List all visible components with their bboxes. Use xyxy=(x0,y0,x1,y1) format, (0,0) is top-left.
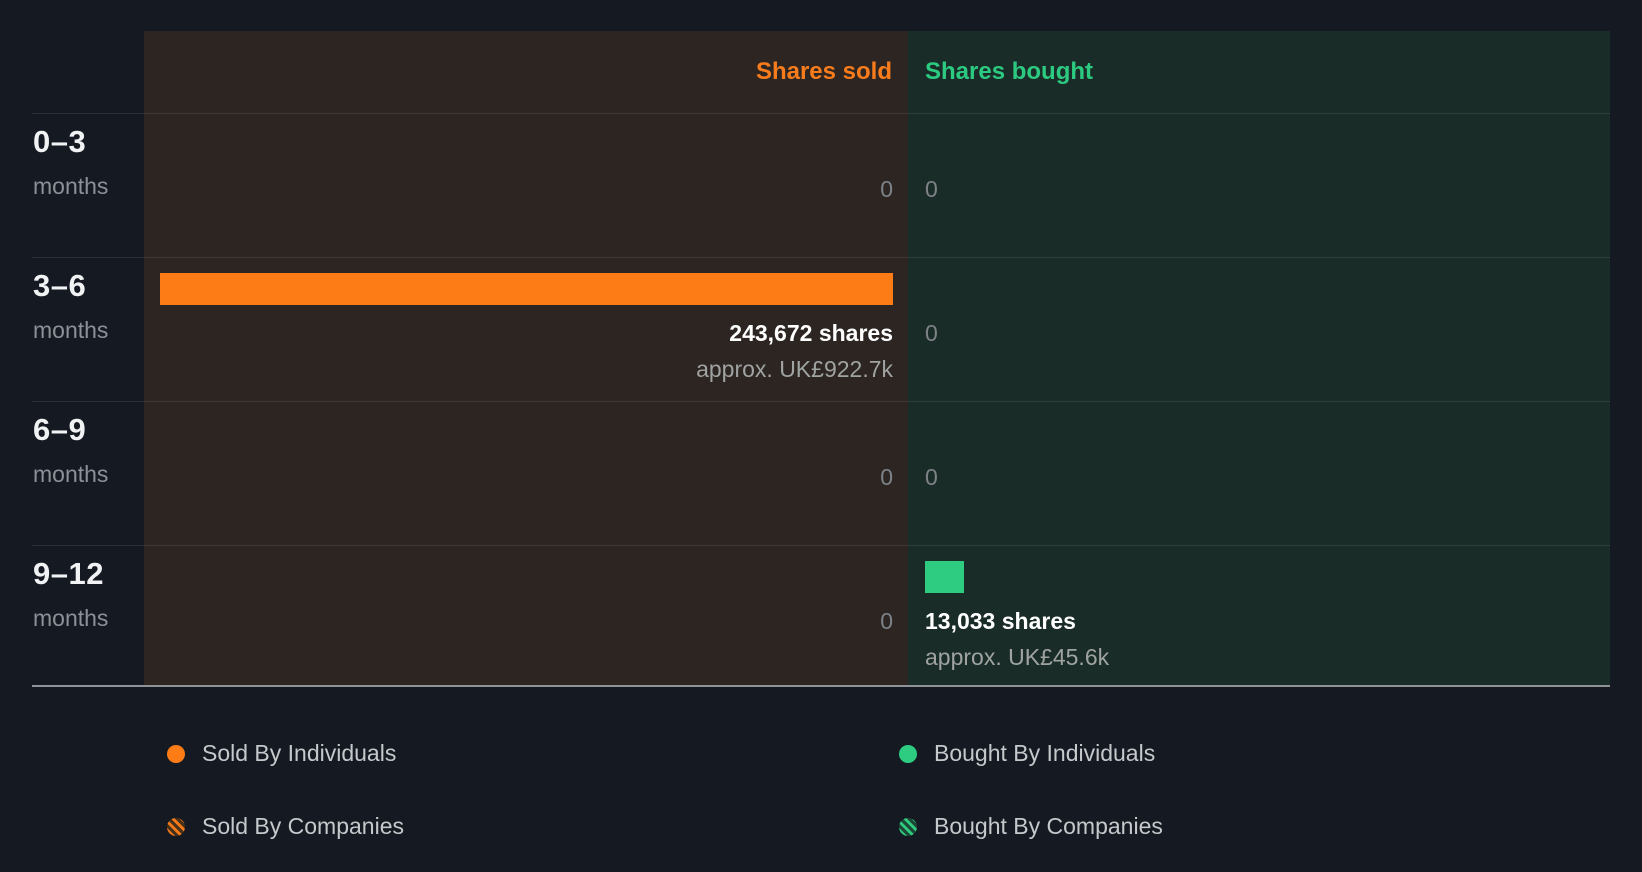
shares-sold-panel xyxy=(144,31,908,685)
sold-companies-striped-dot-icon xyxy=(167,817,185,836)
legend-bought-by-companies[interactable]: Bought By Companies xyxy=(899,813,1163,840)
period-label: 9–12 xyxy=(33,556,104,591)
row-0-3-months: 0–3 months 0 0 xyxy=(32,113,1610,257)
bought-bar[interactable] xyxy=(925,561,964,593)
legend-sold-by-individuals[interactable]: Sold By Individuals xyxy=(167,740,396,767)
bought-value: 0 xyxy=(925,176,938,202)
sold-approx-value: approx. UK£922.7k xyxy=(696,356,893,382)
bought-value: 0 xyxy=(925,464,938,490)
period-unit: months xyxy=(33,317,109,343)
sold-value: 0 xyxy=(880,464,893,490)
legend-sold-by-companies[interactable]: Sold By Companies xyxy=(167,813,404,840)
sold-bar[interactable] xyxy=(160,273,893,305)
chart-bottom-axis-line xyxy=(32,685,1610,687)
sold-value: 0 xyxy=(880,608,893,634)
sold-individuals-dot-icon xyxy=(167,744,185,763)
bought-individuals-dot-icon xyxy=(899,744,917,763)
legend-label: Bought By Individuals xyxy=(934,740,1156,766)
row-3-6-months: 3–6 months 243,672 shares approx. UK£922… xyxy=(32,257,1610,401)
sold-value: 243,672 shares xyxy=(729,320,893,346)
bought-value: 13,033 shares xyxy=(925,608,1076,634)
shares-sold-header: Shares sold xyxy=(755,58,892,85)
sold-value: 0 xyxy=(880,176,893,202)
legend-label: Sold By Companies xyxy=(202,813,404,839)
shares-bought-panel xyxy=(908,31,1610,685)
period-unit: months xyxy=(33,173,109,199)
legend-bought-by-individuals[interactable]: Bought By Individuals xyxy=(899,740,1155,767)
legend-label: Sold By Individuals xyxy=(202,740,397,766)
bought-value: 0 xyxy=(925,320,938,346)
row-6-9-months: 6–9 months 0 0 xyxy=(32,401,1610,545)
row-9-12-months: 9–12 months 0 13,033 shares approx. UK£4… xyxy=(32,545,1610,685)
period-label: 6–9 xyxy=(33,412,87,447)
period-unit: months xyxy=(33,461,109,487)
period-label: 3–6 xyxy=(33,268,87,303)
shares-bought-header: Shares bought xyxy=(925,58,1094,85)
legend-label: Bought By Companies xyxy=(934,813,1163,839)
period-label: 0–3 xyxy=(33,124,87,159)
period-unit: months xyxy=(33,605,109,631)
bought-approx-value: approx. UK£45.6k xyxy=(925,644,1110,670)
bought-companies-striped-dot-icon xyxy=(899,817,917,836)
